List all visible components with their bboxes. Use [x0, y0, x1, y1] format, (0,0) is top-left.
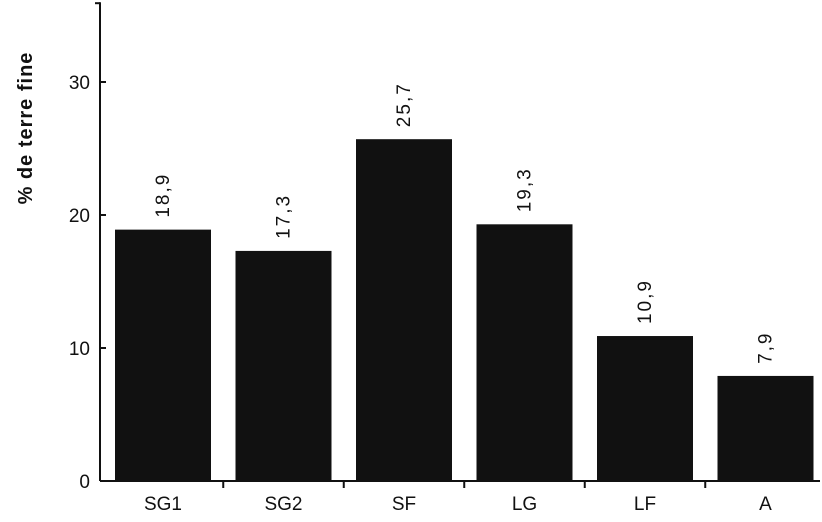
x-tick-label: LG	[512, 494, 537, 515]
labels-group: 0 10 20 30 SG1 18,9 SG2 17,3 SF 25,7 LG 19,3 LF 10,9 A…	[69, 73, 777, 515]
bar-lg	[476, 224, 573, 481]
bar-sg1	[115, 229, 211, 481]
data-label: 7,9	[756, 332, 777, 364]
y-tick-label: 20	[69, 206, 90, 227]
data-label: 18,9	[153, 173, 174, 218]
bar-a	[717, 375, 814, 481]
x-tick-label: SG2	[264, 494, 302, 515]
y-tick-label: 10	[69, 339, 90, 360]
x-tick-label: LF	[634, 494, 656, 515]
data-label: 17,3	[274, 194, 295, 239]
axes-group	[95, 2, 820, 488]
bars-group	[115, 139, 814, 481]
bar-sg2	[235, 250, 332, 481]
y-tick-label: 0	[79, 472, 90, 493]
y-tick-label: 30	[69, 73, 90, 94]
x-tick-label: SG1	[144, 494, 182, 515]
y-axis-title: % de terre fine	[15, 52, 37, 205]
data-label: 19,3	[515, 167, 536, 212]
data-label: 25,7	[394, 82, 415, 127]
x-tick-label: SF	[392, 494, 416, 515]
data-label: 10,9	[635, 279, 656, 324]
x-tick-label: A	[759, 494, 772, 515]
bar-lf	[597, 336, 693, 481]
bar-sf	[356, 139, 452, 481]
